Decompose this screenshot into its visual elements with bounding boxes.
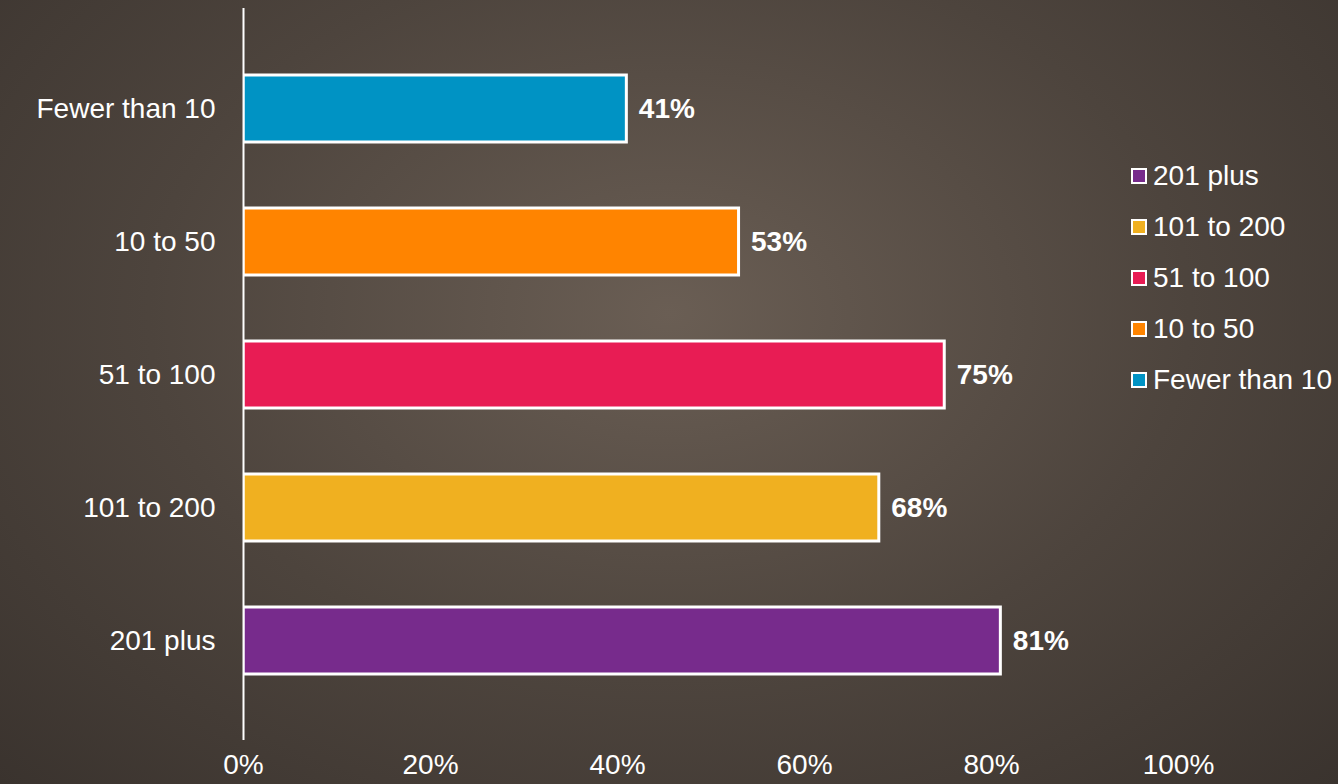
svg-text:Fewer than 10: Fewer than 10 bbox=[37, 93, 216, 124]
svg-text:75%: 75% bbox=[957, 359, 1013, 390]
svg-text:51 to 100: 51 to 100 bbox=[99, 359, 216, 390]
svg-text:201 plus: 201 plus bbox=[110, 625, 216, 656]
html-text:101 to 200: 101 to 200 bbox=[1153, 210, 1286, 242]
svg-text:0%: 0% bbox=[223, 749, 263, 780]
svg-text:100%: 100% bbox=[1143, 749, 1215, 780]
html-text:Fewer than 10: Fewer than 10 bbox=[1153, 363, 1332, 395]
html-text:201 plus: 201 plus bbox=[1153, 159, 1259, 191]
svg-text:41%: 41% bbox=[639, 93, 695, 124]
html-text:10 to 50: 10 to 50 bbox=[1153, 312, 1255, 344]
html-text:51 to 100: 51 to 100 bbox=[1153, 261, 1270, 293]
svg-text:101 to 200: 101 to 200 bbox=[83, 492, 215, 523]
svg-text:60%: 60% bbox=[776, 749, 832, 780]
svg-text:80%: 80% bbox=[963, 749, 1019, 780]
svg-text:81%: 81% bbox=[1013, 625, 1069, 656]
svg-text:53%: 53% bbox=[751, 226, 807, 257]
svg-text:10 to 50: 10 to 50 bbox=[114, 226, 215, 257]
svg-text:40%: 40% bbox=[589, 749, 645, 780]
svg-text:20%: 20% bbox=[402, 749, 458, 780]
svg-text:68%: 68% bbox=[891, 492, 947, 523]
